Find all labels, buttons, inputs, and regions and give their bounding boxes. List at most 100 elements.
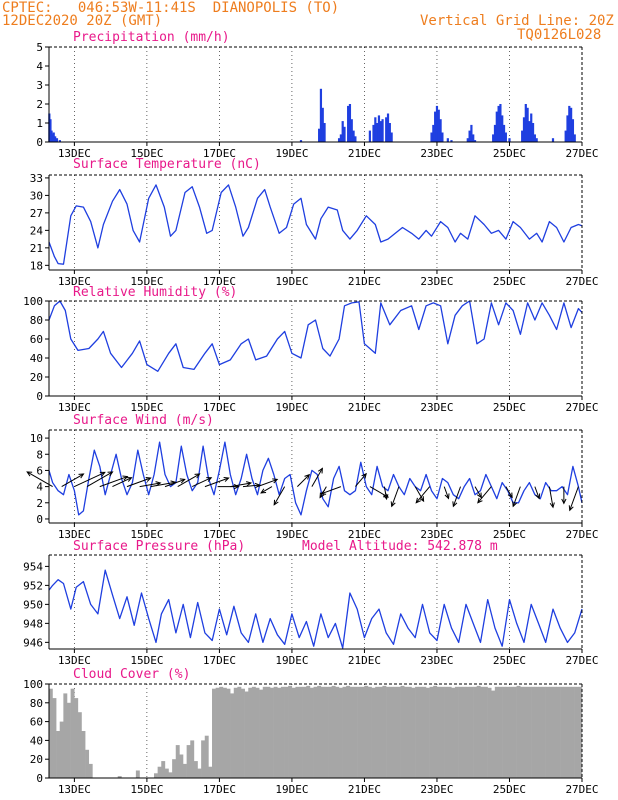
precip-bar-37 (437, 109, 440, 142)
wind-vector-5 (112, 477, 132, 488)
cloud-bar-59 (262, 686, 267, 778)
wind-vector-28 (415, 486, 431, 504)
precip-xtick-label-5: 23DEC (420, 147, 453, 160)
cloud-bar-93 (386, 686, 390, 778)
cloud-bar-108 (440, 686, 445, 778)
cloud-bar-81 (342, 686, 347, 778)
cloud-bar-127 (509, 686, 514, 778)
cloud-bar-128 (512, 686, 517, 778)
pres-xtick-label-3: 19DEC (275, 654, 308, 667)
cloud-bar-42 (201, 740, 206, 778)
wind-vector-33 (505, 486, 513, 498)
cloud-bar-143 (567, 686, 572, 778)
cloud-bar-8 (77, 712, 82, 778)
wind-vector-32 (477, 486, 492, 504)
cloud-bar-99 (407, 686, 412, 778)
cloud-bar-37 (183, 763, 187, 778)
wind-vector-10 (177, 473, 200, 488)
cloud-bar-56 (251, 686, 256, 778)
temp-ytick-label-4: 30 (30, 189, 43, 202)
cloud-bar-87 (364, 685, 369, 778)
precip-bar-65 (551, 138, 555, 142)
cloud-bar-120 (483, 686, 488, 778)
cloud-bar-141 (560, 686, 565, 778)
precip-bar-43 (468, 130, 471, 142)
cloud-bar-84 (353, 686, 358, 778)
precip-bar-45 (472, 134, 475, 142)
wind-vector-38 (569, 486, 579, 511)
wind-vector-23 (355, 473, 367, 487)
precip-bar-25 (376, 123, 379, 142)
wind-vector-head-25 (383, 494, 389, 501)
cloud-bar-122 (491, 690, 496, 778)
wind-ytick-label-3: 6 (36, 464, 43, 477)
precip-bar-58 (524, 104, 527, 142)
precip-bar-59 (526, 107, 529, 142)
header-line2-left: 12DEC2020 20Z (GMT) (2, 13, 163, 29)
cloud-bar-31 (161, 761, 166, 778)
rh-xtick-label-4: 21DEC (348, 401, 381, 414)
cloud-bar-111 (451, 687, 456, 778)
rh-ytick-label-5: 100 (23, 295, 43, 308)
rh-xtick-label-2: 17DEC (203, 401, 236, 414)
rh-title: Relative Humidity (%) (73, 285, 237, 300)
cloud-bar-110 (447, 686, 452, 778)
precip-bar-60 (528, 121, 531, 142)
wind-vector-head-34 (512, 501, 518, 508)
cloud-bar-144 (570, 686, 575, 778)
cloud-bar-101 (415, 686, 419, 778)
cloud-bar-96 (396, 686, 401, 778)
wind-vector-head-23 (361, 472, 367, 479)
precip-bar-68 (568, 105, 571, 142)
pres-xtick-label-2: 17DEC (203, 654, 236, 667)
temp-ytick-label-1: 21 (30, 242, 43, 255)
wind-xtick-label-0: 13DEC (58, 528, 91, 541)
cloud-bar-0 (48, 688, 53, 778)
cloud-bar-131 (523, 686, 528, 778)
wind-vector-head-9 (179, 478, 186, 484)
cloud-bar-74 (317, 685, 322, 778)
wind-vector-2 (74, 471, 106, 488)
precip-bar-6 (55, 138, 59, 142)
precip-bar-31 (388, 123, 391, 142)
precip-bar-53 (502, 124, 506, 142)
cloud-bar-3 (59, 721, 64, 778)
precip-xtick-label-2: 17DEC (203, 147, 236, 160)
cloud-bar-33 (168, 772, 173, 778)
wind-series-line (48, 441, 583, 516)
cloud-bar-69 (299, 686, 303, 778)
precip-bar-27 (379, 121, 382, 142)
temp-xtick-label-1: 15DEC (130, 275, 163, 288)
cloud-bar-40 (193, 761, 198, 778)
cloud-bar-92 (382, 685, 387, 778)
cloud-bar-68 (295, 686, 300, 778)
precip-bar-23 (372, 124, 375, 142)
cloud-bar-5 (66, 702, 71, 778)
header-line1-left: CPTEC: 046:53W-11:41S DIANOPOLIS (TO) (2, 0, 340, 16)
rh-xtick-label-1: 15DEC (130, 401, 163, 414)
cloud-bar-135 (538, 686, 543, 778)
precip-bar-54 (504, 132, 507, 142)
cloud-bar-43 (204, 735, 209, 778)
cloud-bar-72 (309, 687, 314, 778)
wind-vector-head-11 (206, 477, 213, 482)
cloud-bar-73 (313, 686, 318, 778)
wind-vector-22 (320, 486, 342, 495)
cloud-bar-60 (266, 686, 271, 778)
cloud-bar-116 (469, 686, 474, 778)
cloud-xtick-label-4: 21DEC (348, 783, 381, 796)
cloud-bar-34 (172, 759, 177, 778)
cloud-bar-117 (473, 686, 478, 778)
pres-title: Surface Pressure (hPa) (73, 539, 245, 554)
wind-xtick-label-1: 15DEC (130, 528, 163, 541)
precip-bar-69 (570, 107, 573, 142)
wind-vector-30 (452, 486, 462, 507)
precip-bar-24 (374, 117, 377, 142)
precip-bar-11 (321, 107, 324, 142)
precip-bar-50 (497, 105, 500, 142)
pres-xtick-label-6: 25DEC (493, 654, 526, 667)
wind-title: Surface Wind (m/s) (73, 413, 214, 428)
cloud-bar-76 (324, 686, 329, 778)
cloud-bar-32 (164, 768, 169, 778)
